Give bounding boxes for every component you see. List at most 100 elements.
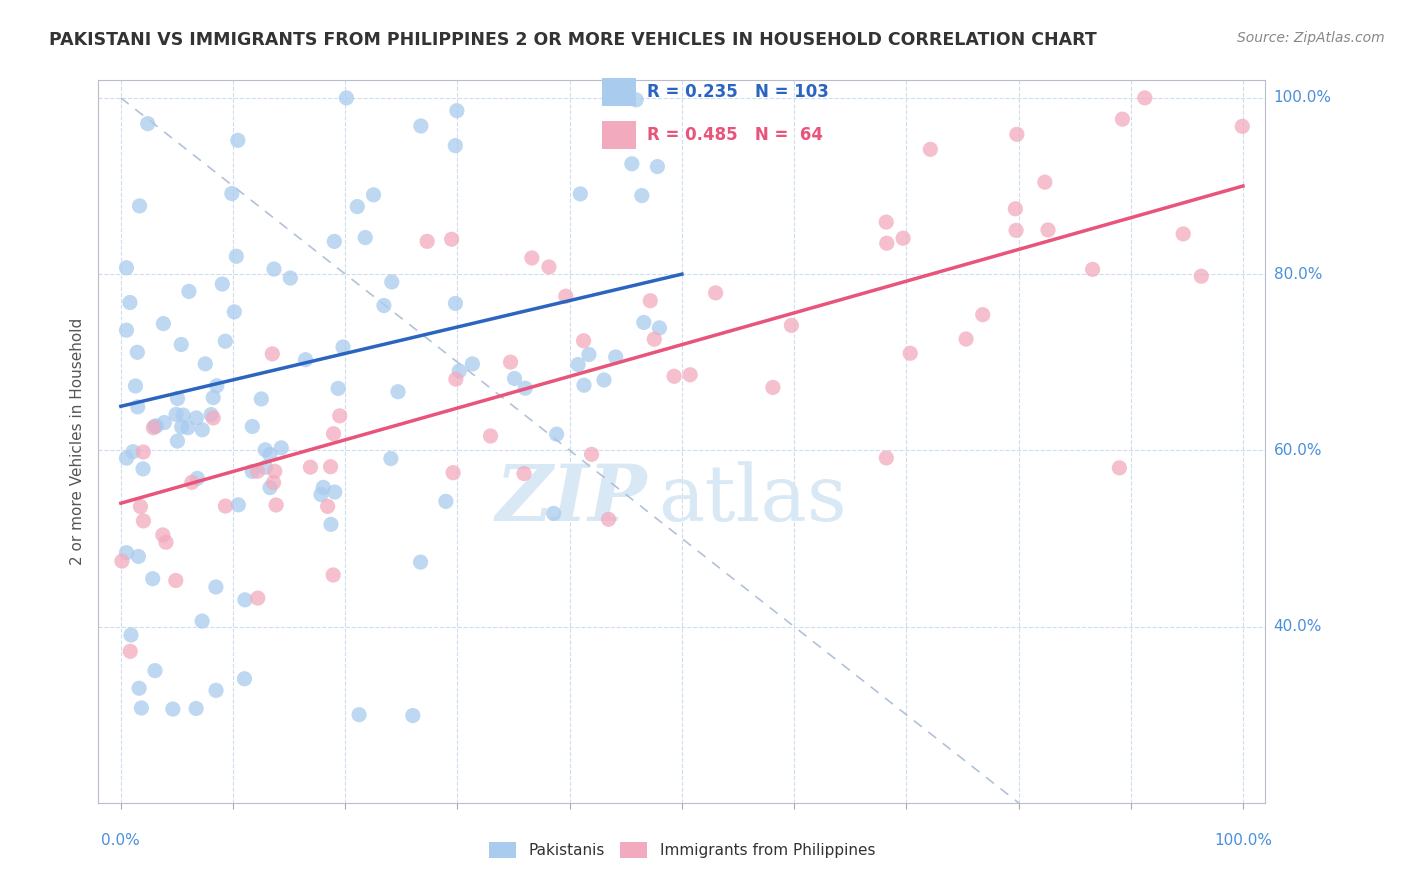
Point bbox=[136, 117, 159, 131]
Point bbox=[1036, 223, 1059, 237]
Point bbox=[132, 445, 155, 459]
Point bbox=[120, 644, 142, 658]
Point bbox=[316, 500, 339, 514]
Point bbox=[145, 419, 167, 434]
Point bbox=[278, 271, 301, 285]
Point bbox=[409, 555, 432, 569]
Point bbox=[240, 419, 263, 434]
Point bbox=[515, 381, 537, 395]
Point bbox=[441, 466, 464, 480]
Text: R = 0.235   N = 103: R = 0.235 N = 103 bbox=[647, 83, 828, 101]
Point bbox=[444, 138, 467, 153]
Point bbox=[226, 133, 249, 147]
Point bbox=[647, 160, 669, 174]
Point bbox=[440, 232, 463, 246]
Point bbox=[233, 592, 256, 607]
Point bbox=[461, 357, 484, 371]
Point bbox=[294, 352, 316, 367]
Point bbox=[578, 347, 600, 361]
Point bbox=[127, 549, 149, 564]
Point bbox=[704, 285, 727, 300]
Bar bbox=[602, 121, 636, 149]
Point bbox=[264, 498, 287, 512]
Point bbox=[569, 186, 592, 201]
Point bbox=[572, 334, 595, 348]
Point bbox=[200, 408, 222, 422]
Point bbox=[624, 93, 647, 107]
Point bbox=[115, 323, 138, 337]
Point bbox=[381, 275, 404, 289]
Point bbox=[240, 465, 263, 479]
Point bbox=[205, 683, 228, 698]
Point bbox=[329, 409, 352, 423]
Point bbox=[259, 481, 281, 495]
Point bbox=[373, 299, 395, 313]
Point bbox=[891, 231, 914, 245]
Point bbox=[323, 485, 346, 500]
Text: atlas: atlas bbox=[658, 461, 848, 537]
Point bbox=[546, 427, 568, 442]
Point bbox=[479, 429, 502, 443]
Point bbox=[180, 475, 202, 490]
Point bbox=[1005, 128, 1028, 142]
Point bbox=[211, 277, 233, 291]
Y-axis label: 2 or more Vehicles in Household: 2 or more Vehicles in Household bbox=[69, 318, 84, 566]
Point bbox=[259, 447, 281, 461]
Point bbox=[118, 295, 141, 310]
Point bbox=[662, 369, 685, 384]
Point bbox=[605, 350, 627, 364]
Point bbox=[221, 186, 243, 201]
Point bbox=[142, 572, 165, 586]
Point bbox=[205, 378, 228, 392]
Text: 60.0%: 60.0% bbox=[1274, 442, 1322, 458]
Text: 100.0%: 100.0% bbox=[1274, 90, 1331, 105]
Point bbox=[202, 391, 225, 405]
Point bbox=[177, 285, 200, 299]
Point bbox=[648, 321, 671, 335]
Point bbox=[347, 707, 370, 722]
Point bbox=[205, 580, 228, 594]
Point bbox=[1004, 202, 1026, 216]
Point bbox=[162, 702, 184, 716]
Point bbox=[1232, 120, 1254, 134]
Point bbox=[354, 230, 377, 244]
Point bbox=[434, 494, 457, 508]
Point bbox=[409, 119, 432, 133]
Point bbox=[1173, 227, 1195, 241]
Point bbox=[224, 305, 246, 319]
Point bbox=[115, 546, 138, 560]
Point bbox=[537, 260, 560, 274]
Point bbox=[115, 451, 138, 466]
Text: R = 0.485   N =  64: R = 0.485 N = 64 bbox=[647, 127, 823, 145]
Point bbox=[263, 464, 285, 478]
Point bbox=[142, 420, 165, 434]
Point bbox=[322, 426, 344, 441]
Point bbox=[177, 421, 200, 435]
Point bbox=[124, 379, 146, 393]
Point bbox=[762, 380, 785, 394]
Point bbox=[233, 672, 256, 686]
Text: 80.0%: 80.0% bbox=[1274, 267, 1322, 282]
Point bbox=[132, 462, 155, 476]
Point bbox=[1133, 91, 1156, 105]
Point bbox=[246, 464, 269, 478]
Point bbox=[1033, 175, 1056, 189]
Bar bbox=[602, 78, 636, 106]
Text: ZIP: ZIP bbox=[495, 461, 647, 538]
Point bbox=[309, 487, 332, 501]
Point bbox=[127, 400, 149, 414]
Point bbox=[299, 460, 322, 475]
Point bbox=[129, 500, 152, 514]
Point bbox=[876, 236, 898, 251]
Point bbox=[191, 614, 214, 628]
Point bbox=[132, 514, 155, 528]
Point bbox=[246, 591, 269, 606]
Point bbox=[226, 498, 249, 512]
Point bbox=[153, 416, 176, 430]
Point bbox=[322, 568, 344, 582]
Point bbox=[875, 450, 897, 465]
Point bbox=[270, 441, 292, 455]
Text: PAKISTANI VS IMMIGRANTS FROM PHILIPPINES 2 OR MORE VEHICLES IN HOUSEHOLD CORRELA: PAKISTANI VS IMMIGRANTS FROM PHILIPPINES… bbox=[49, 31, 1097, 49]
Point bbox=[122, 444, 145, 458]
Point bbox=[127, 345, 149, 359]
